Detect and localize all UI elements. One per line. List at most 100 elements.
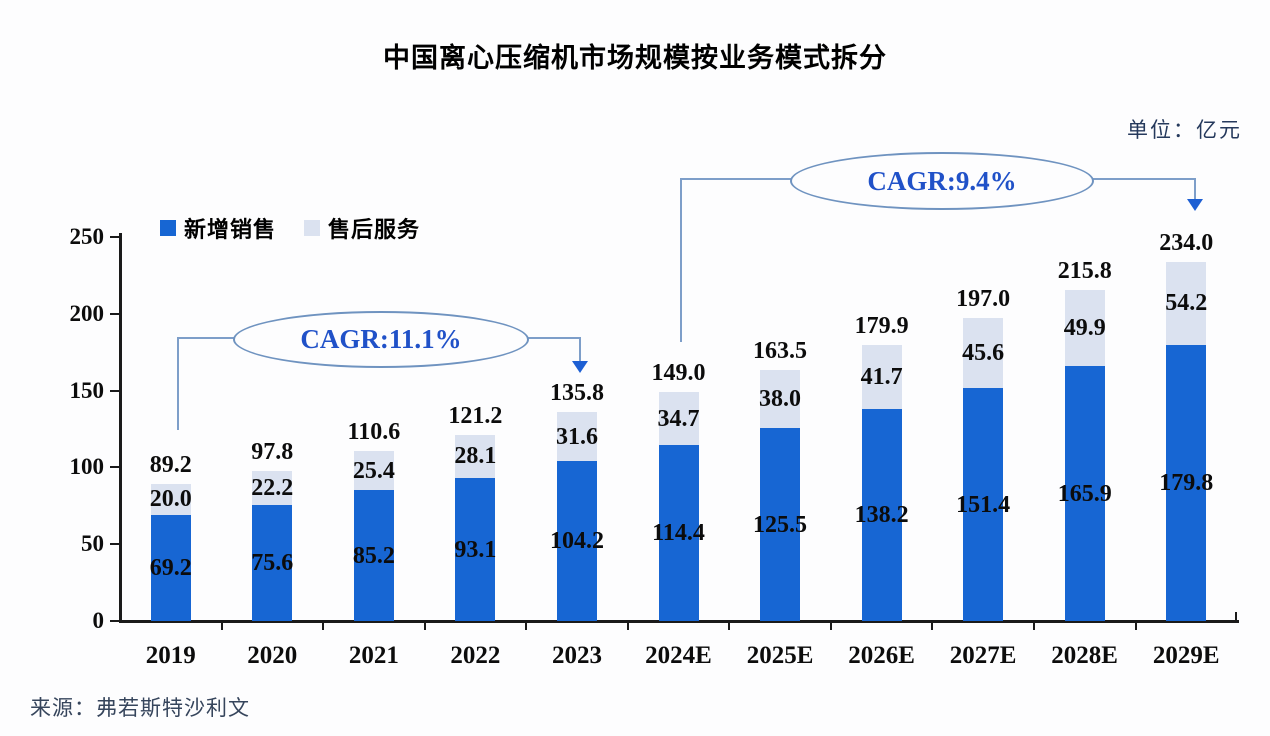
- x-axis-label: 2027E: [949, 642, 1017, 669]
- bar-total-label: 149.0: [651, 360, 706, 386]
- legend: 新增销售 售后服务: [160, 212, 448, 244]
- bar-total-label: 163.5: [753, 337, 807, 364]
- bar-new-sales-label: 151.4: [956, 491, 1011, 518]
- y-axis-label: 100: [69, 454, 105, 480]
- x-axis-label: 2023: [551, 642, 602, 669]
- bar-segment-new-sales: [557, 460, 597, 621]
- y-axis-tick: [110, 543, 120, 546]
- down-arrow-icon: [572, 361, 588, 373]
- bar-segment-after-service: [252, 470, 293, 505]
- cagr-ellipse-historical: CAGR:11.1%: [233, 311, 529, 368]
- x-axis-tick: [1032, 621, 1035, 630]
- legend-label-new-sales: 新增销售: [184, 217, 277, 242]
- bar-after-service-label: 54.2: [1165, 290, 1208, 317]
- bar-new-sales-label: 179.8: [1159, 469, 1214, 496]
- cagr-bracket-left-horizontal: [177, 337, 243, 339]
- bar-segment-after-service: [658, 392, 699, 446]
- bar-segment-new-sales: [861, 408, 902, 621]
- bar-segment-new-sales: [150, 514, 191, 621]
- bar-segment-new-sales: [658, 445, 699, 621]
- bar-new-sales-label: 114.4: [652, 520, 705, 547]
- cagr-label-forecast: CAGR:9.4%: [867, 165, 1017, 196]
- bar-after-service-label: 22.2: [251, 474, 294, 501]
- bar-segment-after-service: [760, 369, 800, 429]
- x-axis-label: 2029E: [1152, 642, 1220, 669]
- x-axis-tick: [626, 621, 629, 630]
- x-axis-end-tick: [1235, 612, 1237, 621]
- bar-new-sales-label: 138.2: [854, 501, 909, 528]
- bar-total-label: 197.0: [956, 286, 1011, 313]
- x-axis-line: [119, 620, 1239, 623]
- y-axis-label: 0: [92, 608, 105, 633]
- bar-segment-after-service: [861, 344, 902, 409]
- x-axis-tick: [322, 621, 325, 630]
- x-axis-tick: [829, 621, 832, 630]
- y-axis-label: 200: [69, 300, 105, 326]
- x-axis-label: 2021: [348, 642, 399, 669]
- x-axis-label: 2028E: [1051, 642, 1118, 669]
- x-axis-tick: [728, 621, 731, 630]
- bar-after-service-label: 25.4: [352, 457, 395, 484]
- y-axis-tick: [110, 389, 120, 392]
- x-axis-label: 2025E: [746, 642, 814, 669]
- bar-after-service-label: 45.6: [962, 340, 1005, 367]
- x-axis-tick: [525, 621, 528, 630]
- y-axis-label: 50: [81, 531, 104, 557]
- bar-segment-after-service: [1166, 261, 1207, 345]
- bar-new-sales-label: 93.1: [454, 536, 497, 563]
- bar-segment-new-sales: [353, 490, 394, 621]
- bar-segment-after-service: [963, 318, 1004, 389]
- bar-total-label: 179.9: [854, 312, 909, 339]
- unit-label: 单位：亿元: [1127, 119, 1242, 142]
- bar-after-service-label: 34.7: [657, 405, 700, 432]
- bar-after-service-label: 38.0: [759, 386, 801, 412]
- bar-new-sales-label: 69.2: [149, 554, 192, 581]
- y-axis-label: 150: [69, 377, 105, 403]
- bar-new-sales-label: 165.9: [1057, 480, 1112, 507]
- bar-segment-new-sales: [252, 504, 293, 621]
- bar-segment-after-service: [557, 412, 597, 461]
- bar-total-label: 215.8: [1057, 257, 1112, 284]
- y-axis-label: 250: [69, 224, 105, 249]
- bar-segment-new-sales: [1166, 344, 1207, 621]
- bar-segment-new-sales: [963, 388, 1004, 621]
- source-label: 来源：弗若斯特沙利文: [30, 697, 250, 720]
- bar-segment-new-sales: [455, 478, 496, 621]
- bar-total-label: 89.2: [149, 452, 192, 478]
- chart-title: 中国离心压缩机市场规模按业务模式拆分: [383, 43, 887, 73]
- cagr-ellipse-forecast: CAGR:9.4%: [790, 152, 1094, 210]
- x-axis-label: 2022: [450, 642, 501, 669]
- y-axis-tick: [110, 312, 120, 315]
- x-axis-tick: [1134, 621, 1137, 630]
- down-arrow-icon: [1187, 199, 1203, 211]
- legend-label-after-service: 售后服务: [328, 217, 421, 242]
- bar-new-sales-label: 104.2: [550, 528, 604, 554]
- bar-segment-new-sales: [1064, 366, 1105, 621]
- legend-swatch-new-sales-icon: [160, 220, 176, 236]
- x-axis-label: 2020: [247, 642, 298, 669]
- x-axis-tick: [220, 621, 223, 630]
- cagr-bracket-right-horizontal: [515, 337, 580, 339]
- cagr-label-historical: CAGR:11.1%: [300, 324, 462, 354]
- bar-new-sales-label: 125.5: [753, 511, 807, 538]
- x-axis-tick: [931, 621, 934, 630]
- x-axis-tick: [423, 621, 426, 630]
- bar-after-service-label: 49.9: [1063, 314, 1106, 341]
- cagr-bracket-right-vertical: [579, 337, 581, 362]
- bar-after-service-label: 31.6: [556, 423, 598, 450]
- bar-after-service-label: 20.0: [149, 486, 192, 513]
- y-axis-tick: [110, 236, 120, 238]
- bar-new-sales-label: 85.2: [352, 542, 395, 569]
- bar-segment-after-service: [455, 434, 496, 478]
- bar-segment-after-service: [150, 484, 191, 515]
- cagr-bracket-right-vertical: [1194, 178, 1196, 200]
- bar-total-label: 135.8: [550, 380, 604, 407]
- cagr-bracket-left-horizontal: [680, 178, 800, 180]
- bar-segment-after-service: [353, 451, 394, 491]
- y-axis-tick: [110, 620, 120, 622]
- x-axis-label: 2024E: [645, 642, 712, 669]
- y-axis-tick: [110, 466, 120, 469]
